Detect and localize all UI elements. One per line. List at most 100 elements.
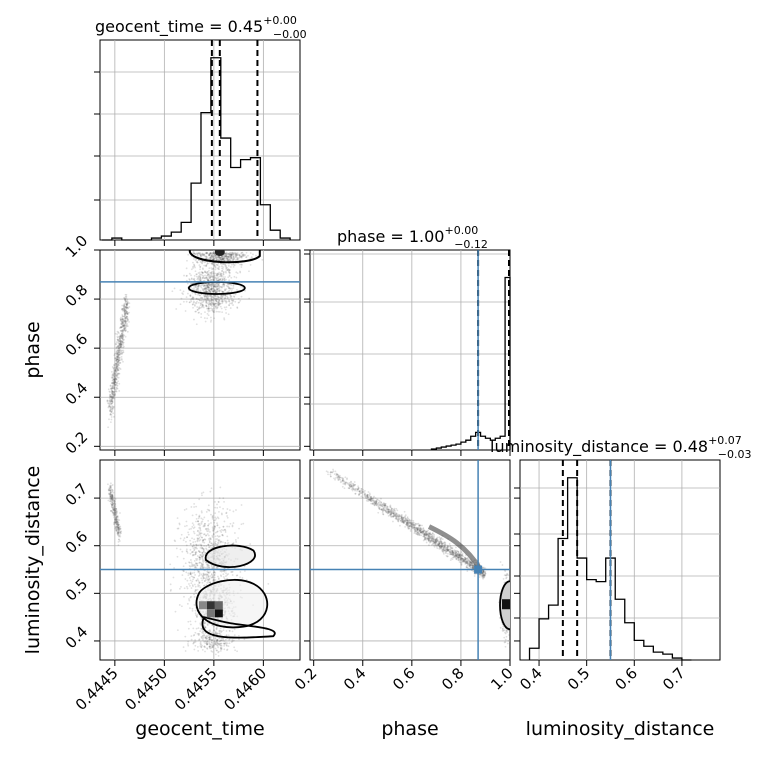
sample-point <box>109 395 112 398</box>
sample-point <box>389 513 392 516</box>
sample-point <box>436 539 439 542</box>
sample-point <box>225 512 228 515</box>
sample-point <box>410 526 413 528</box>
sample-point <box>222 642 225 645</box>
sample-point <box>111 496 114 498</box>
sample-point <box>119 341 122 344</box>
sample-point <box>202 573 205 575</box>
sample-point <box>218 629 221 632</box>
sample-point <box>398 514 401 517</box>
sample-point <box>187 253 190 256</box>
sample-point <box>116 520 119 523</box>
sample-point <box>206 286 209 289</box>
sample-point <box>191 514 194 517</box>
sample-point <box>239 299 242 302</box>
sample-point <box>125 301 128 303</box>
sample-point <box>215 257 218 259</box>
sample-point <box>215 633 218 636</box>
sample-point <box>202 559 205 562</box>
sample-point <box>117 355 120 358</box>
sample-point <box>242 255 245 257</box>
sample-point <box>110 497 113 500</box>
sample-point <box>200 253 203 256</box>
sample-point <box>402 522 405 524</box>
sample-point <box>216 643 219 645</box>
sample-point <box>202 300 205 303</box>
sample-point <box>243 254 245 257</box>
sample-point <box>111 494 114 497</box>
sample-point <box>180 297 183 300</box>
sample-point <box>190 282 193 285</box>
sample-point <box>214 647 217 650</box>
sample-point <box>239 256 242 258</box>
sample-point <box>216 274 219 277</box>
sample-point <box>414 529 417 532</box>
sample-point <box>449 545 452 547</box>
sample-point <box>192 303 194 306</box>
sample-point <box>228 253 231 256</box>
sample-point <box>207 303 210 306</box>
sample-point <box>228 258 231 261</box>
sample-point <box>213 578 215 581</box>
sample-point <box>201 553 204 556</box>
sample-point <box>120 316 122 319</box>
sample-point <box>349 485 352 488</box>
sample-point <box>230 254 233 257</box>
sample-point <box>117 526 119 529</box>
sample-point <box>469 561 472 564</box>
sample-point <box>111 408 114 411</box>
sample-point <box>225 641 227 644</box>
sample-point <box>358 494 360 497</box>
sample-point <box>117 526 120 529</box>
sample-point <box>169 589 172 592</box>
sample-point <box>443 545 446 547</box>
sample-point <box>117 364 120 367</box>
sample-point <box>217 278 220 280</box>
sample-point <box>111 402 113 405</box>
sample-point <box>126 312 129 315</box>
sample-point <box>120 326 123 329</box>
sample-point <box>112 382 115 385</box>
sample-point <box>352 488 355 490</box>
sample-point <box>382 506 385 509</box>
sample-point <box>189 623 192 626</box>
sample-point <box>459 556 462 559</box>
sample-point <box>121 317 124 320</box>
sample-point <box>190 638 193 641</box>
sample-point <box>329 473 332 476</box>
sample-point <box>211 646 214 649</box>
sample-point <box>114 377 117 380</box>
sample-point <box>195 252 198 255</box>
sample-point <box>390 512 393 515</box>
sample-point <box>220 307 223 310</box>
sample-point <box>193 560 196 562</box>
sample-point <box>196 300 198 303</box>
sample-point <box>360 487 363 490</box>
sample-point <box>213 573 216 576</box>
sample-point <box>462 558 465 560</box>
sample-point <box>231 640 234 643</box>
sample-point <box>208 307 211 310</box>
sample-point <box>219 529 222 532</box>
sample-point <box>230 284 233 286</box>
sample-point <box>371 499 374 502</box>
sample-point <box>114 522 117 525</box>
sample-point <box>352 484 355 487</box>
sample-point <box>112 385 115 388</box>
sample-point <box>192 296 195 299</box>
sample-point <box>189 571 192 574</box>
sample-point <box>116 521 119 523</box>
sample-point <box>432 538 434 541</box>
sample-point <box>423 529 426 532</box>
sample-point <box>199 642 202 645</box>
sample-point <box>111 496 113 499</box>
sample-point <box>210 267 213 269</box>
sample-point <box>225 300 227 302</box>
sample-point <box>204 650 206 653</box>
sample-point <box>360 487 363 490</box>
sample-point <box>197 276 200 279</box>
sample-point <box>218 303 221 306</box>
sample-point <box>228 256 231 259</box>
sample-point <box>211 298 214 301</box>
sample-point <box>375 501 378 504</box>
